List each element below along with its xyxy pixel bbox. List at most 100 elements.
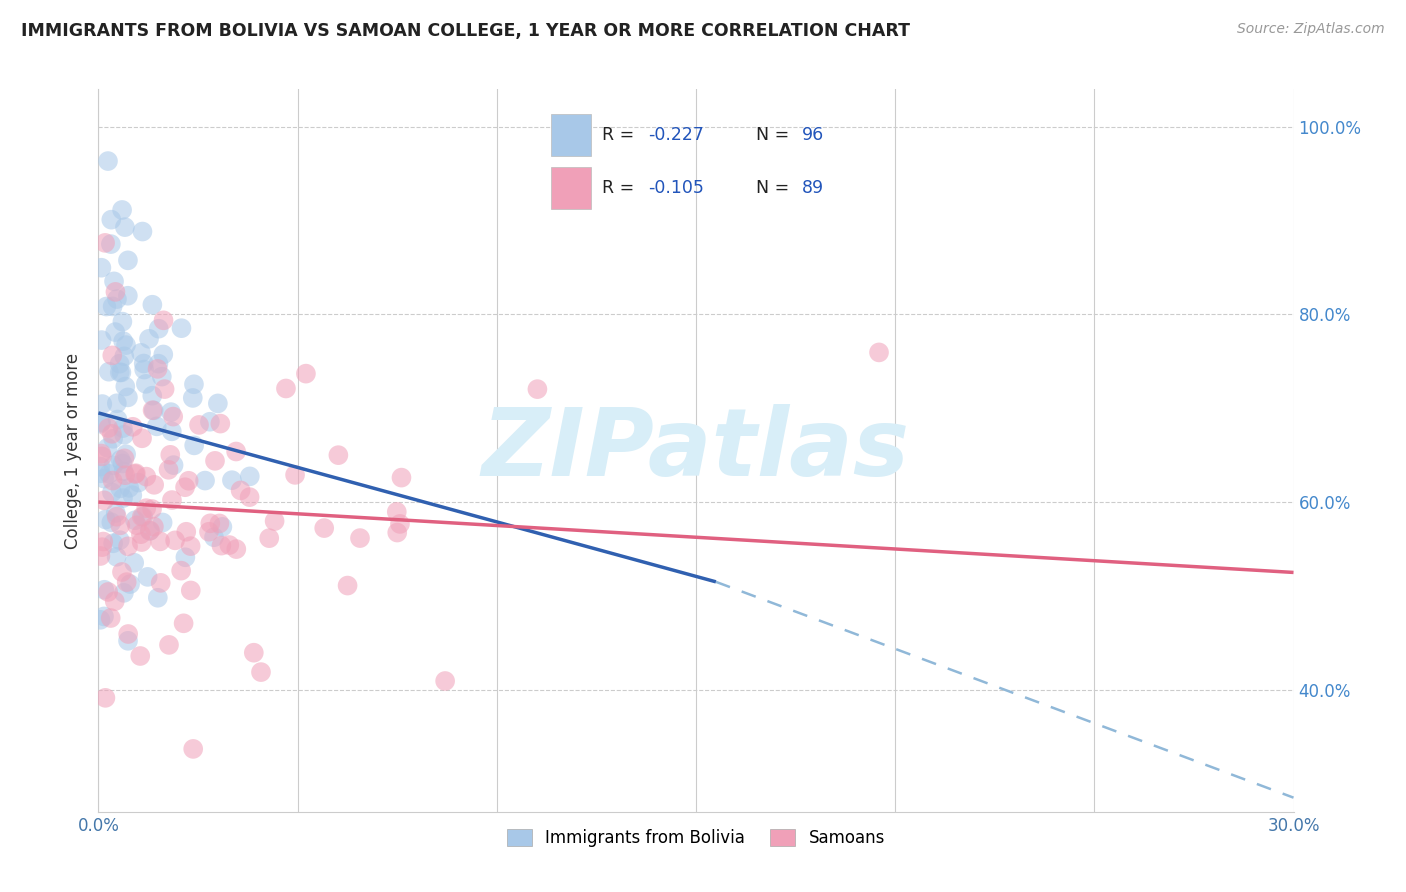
Point bbox=[207, 396, 229, 410]
Point bbox=[125, 467, 148, 481]
Point bbox=[328, 448, 350, 462]
Point bbox=[142, 403, 165, 417]
Point bbox=[208, 516, 231, 531]
Y-axis label: College, 1 year or more: College, 1 year or more bbox=[65, 352, 83, 549]
Point bbox=[91, 540, 114, 554]
Point bbox=[157, 463, 180, 477]
Point bbox=[124, 467, 146, 481]
Point bbox=[162, 409, 184, 424]
Point bbox=[100, 237, 122, 252]
Point bbox=[111, 315, 134, 329]
Point bbox=[100, 516, 122, 530]
Point bbox=[160, 425, 183, 439]
Point bbox=[90, 333, 112, 347]
Point bbox=[295, 367, 318, 381]
Point bbox=[110, 481, 132, 495]
Point bbox=[110, 366, 132, 380]
Point bbox=[105, 396, 128, 410]
Point bbox=[135, 376, 157, 391]
Point bbox=[121, 488, 143, 502]
Point bbox=[96, 300, 118, 314]
Point bbox=[131, 225, 153, 239]
Point bbox=[93, 472, 115, 486]
Point bbox=[263, 514, 285, 528]
Point bbox=[90, 260, 112, 275]
Point bbox=[174, 524, 197, 539]
Point bbox=[135, 501, 157, 516]
Point bbox=[391, 470, 413, 484]
Point bbox=[142, 519, 165, 533]
Point bbox=[104, 285, 127, 299]
Point bbox=[183, 377, 205, 392]
Point bbox=[108, 357, 131, 371]
Point bbox=[180, 539, 202, 553]
Point bbox=[91, 450, 114, 464]
Point bbox=[97, 365, 120, 379]
Point bbox=[129, 527, 152, 541]
Point bbox=[225, 444, 247, 458]
Point bbox=[160, 405, 183, 419]
Point bbox=[107, 412, 129, 426]
Point bbox=[90, 467, 112, 481]
Point bbox=[101, 536, 124, 550]
Point bbox=[239, 490, 262, 504]
Point bbox=[114, 220, 136, 235]
Point bbox=[125, 518, 148, 533]
Point bbox=[129, 648, 152, 663]
Point bbox=[111, 202, 134, 217]
Point bbox=[149, 534, 172, 549]
Point bbox=[100, 611, 122, 625]
Point bbox=[101, 432, 124, 446]
Point bbox=[170, 321, 193, 335]
Point bbox=[225, 542, 247, 557]
Point bbox=[132, 357, 155, 371]
Point bbox=[202, 530, 225, 544]
Text: Source: ZipAtlas.com: Source: ZipAtlas.com bbox=[1237, 22, 1385, 37]
Point bbox=[142, 403, 165, 417]
Text: ZIPatlas: ZIPatlas bbox=[482, 404, 910, 497]
Point bbox=[336, 578, 359, 592]
Point bbox=[105, 549, 128, 564]
Point bbox=[152, 516, 174, 530]
Point bbox=[93, 582, 115, 597]
Point bbox=[211, 520, 233, 534]
Point bbox=[135, 469, 157, 483]
Point bbox=[112, 427, 135, 442]
Text: IMMIGRANTS FROM BOLIVIA VS SAMOAN COLLEGE, 1 YEAR OR MORE CORRELATION CHART: IMMIGRANTS FROM BOLIVIA VS SAMOAN COLLEG… bbox=[21, 22, 910, 40]
Point bbox=[97, 585, 120, 599]
Point bbox=[250, 665, 273, 679]
Point bbox=[97, 154, 120, 169]
Point bbox=[112, 464, 135, 478]
Point bbox=[97, 421, 120, 435]
Point bbox=[134, 362, 156, 376]
Point bbox=[526, 382, 548, 396]
Point bbox=[239, 469, 262, 483]
Point bbox=[204, 454, 226, 468]
Point bbox=[121, 419, 143, 434]
Point bbox=[91, 397, 114, 411]
Point bbox=[141, 389, 163, 403]
Point bbox=[139, 524, 162, 538]
Point bbox=[94, 235, 117, 250]
Point bbox=[136, 570, 159, 584]
Point bbox=[122, 556, 145, 570]
Point bbox=[257, 531, 280, 545]
Point bbox=[385, 505, 408, 519]
Point bbox=[118, 481, 141, 495]
Point bbox=[177, 474, 200, 488]
Point bbox=[146, 591, 169, 605]
Point bbox=[114, 379, 136, 393]
Point bbox=[112, 349, 135, 363]
Point bbox=[141, 298, 163, 312]
Point bbox=[868, 345, 890, 359]
Point bbox=[101, 426, 124, 441]
Point bbox=[218, 538, 240, 552]
Point bbox=[274, 382, 297, 396]
Point bbox=[111, 421, 134, 435]
Point bbox=[181, 742, 204, 756]
Point bbox=[105, 292, 128, 306]
Point bbox=[194, 474, 217, 488]
Point bbox=[159, 448, 181, 462]
Point bbox=[146, 362, 169, 376]
Point bbox=[183, 438, 205, 452]
